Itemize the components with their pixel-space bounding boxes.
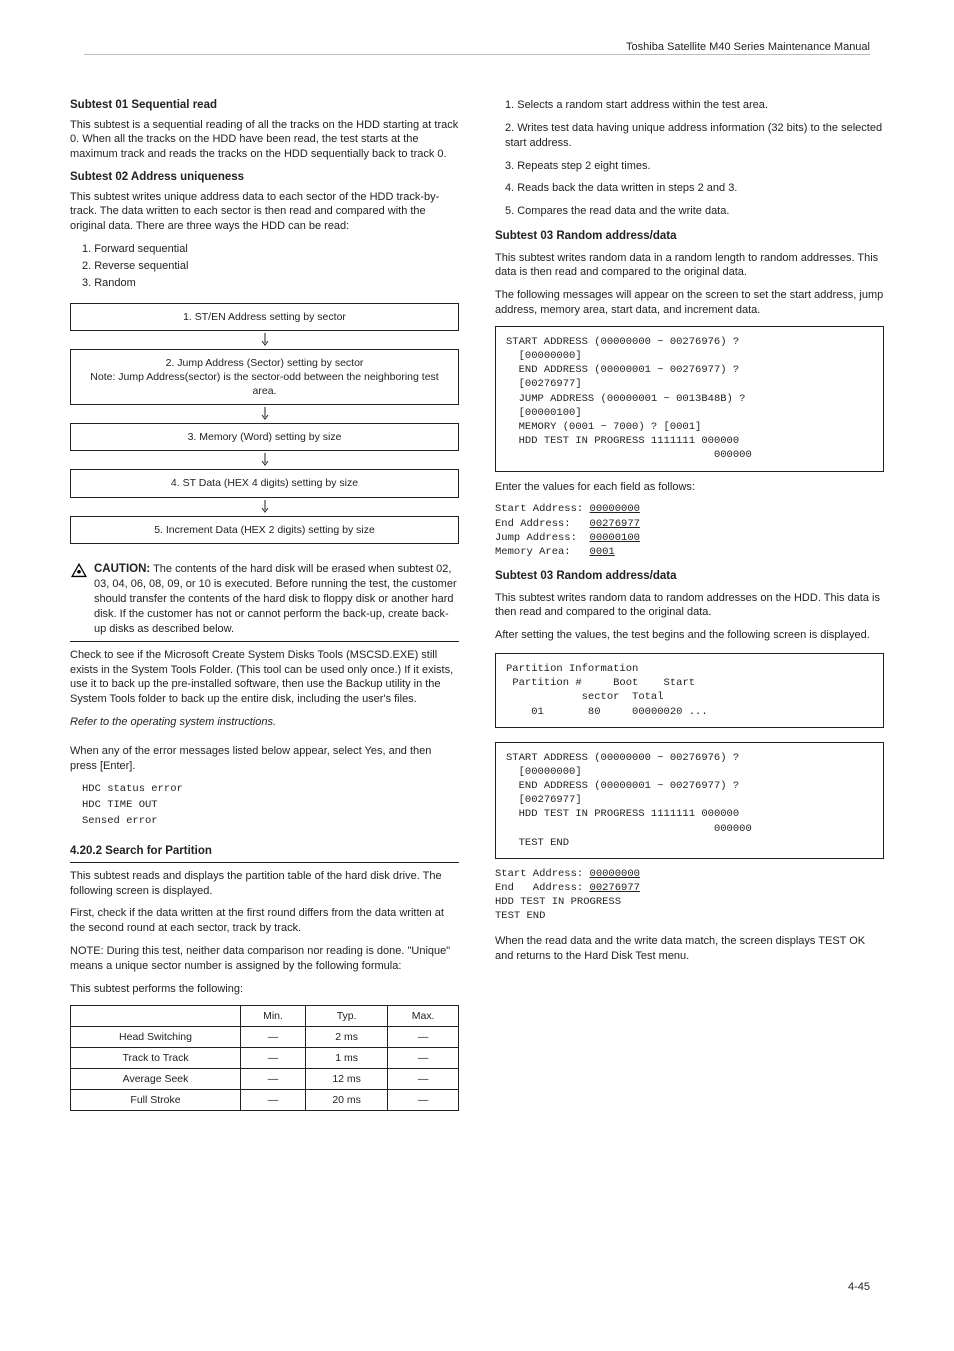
random-test-title: Subtest 03 Random address/data (495, 569, 884, 585)
flow-box-3: 3. Memory (Word) setting by size (70, 423, 459, 451)
table-header-row: Min. Typ. Max. (71, 1005, 459, 1026)
page-number: 4-45 (848, 1280, 870, 1295)
caution-label: CAUTION: (94, 563, 150, 575)
err-3: Sensed error (82, 814, 459, 828)
caution-row: CAUTION: The contents of the hard disk w… (70, 562, 459, 642)
cell: — (241, 1026, 306, 1047)
final-param-row: HDD TEST IN PROGRESS (495, 895, 884, 909)
header-doc-title: Toshiba Satellite M40 Series Maintenance… (626, 40, 870, 55)
table-row: Head Switching — 2 ms — (71, 1026, 459, 1047)
param-row: Jump Address: 00000100 (495, 531, 884, 545)
step-1: 1. Selects a random start address within… (505, 98, 884, 113)
err-2: HDC TIME OUT (82, 798, 459, 812)
addr-formula-intro: This subtest performs the following: (70, 982, 459, 997)
table-row: Average Seek — 12 ms — (71, 1069, 459, 1090)
cell: Track to Track (71, 1047, 241, 1068)
final-param-row: Start Address: 00000000 (495, 867, 884, 881)
flow-box-5: 5. Increment Data (HEX 2 digits) setting… (70, 516, 459, 544)
cell: — (388, 1047, 459, 1068)
cell: 12 ms (305, 1069, 387, 1090)
cell: 2 ms (305, 1026, 387, 1047)
step2-body: This subtest reads and displays the part… (70, 869, 459, 899)
cell: Average Seek (71, 1069, 241, 1090)
subtest03-body: This subtest writes random data in a ran… (495, 251, 884, 281)
col-blank (71, 1005, 241, 1026)
subtest02-title: Subtest 02 Address uniqueness (70, 170, 459, 186)
start-msg: When any of the error messages listed be… (70, 744, 459, 774)
err-1: HDC status error (82, 782, 459, 796)
caution-triangle-icon (70, 562, 88, 578)
col-min: Min. (241, 1005, 306, 1026)
flow-box-1: 1. ST/EN Address setting by sector (70, 303, 459, 331)
flow-box-2: 2. Jump Address (Sector) setting by sect… (70, 349, 459, 406)
screen-box-1: START ADDRESS (00000000 ~ 00276976) ? [0… (495, 326, 884, 472)
param-row: Start Address: 00000000 (495, 502, 884, 516)
table-row: Full Stroke — 20 ms — (71, 1090, 459, 1111)
page-root: Toshiba Satellite M40 Series Maintenance… (0, 0, 954, 1351)
screen-box-2: Partition Information Partition # Boot S… (495, 653, 884, 728)
step2-title: 4.20.2 Search for Partition (70, 844, 459, 863)
cell: 1 ms (305, 1047, 387, 1068)
cell: — (388, 1026, 459, 1047)
final-param-row: TEST END (495, 909, 884, 923)
subtest02-list-2: 2. Reverse sequential (82, 259, 459, 274)
after-screen3-intro: After setting the values, the test begin… (495, 628, 884, 643)
subtest02-list-3: 3. Random (82, 276, 459, 291)
subtest02-list-1: 1. Forward sequential (82, 242, 459, 257)
prompt1: The following messages will appear on th… (495, 288, 884, 318)
step-3: 3. Repeats step 2 eight times. (505, 159, 884, 174)
addr-uniq-intro: First, check if the data written at the … (70, 906, 459, 936)
flow-box-4: 4. ST Data (HEX 4 digits) setting by siz… (70, 469, 459, 497)
cell: Head Switching (71, 1026, 241, 1047)
subtest01-intro: This subtest is a sequential reading of … (70, 118, 459, 163)
arrow-icon (260, 453, 270, 467)
cell: — (241, 1090, 306, 1111)
backup-note: Check to see if the Microsoft Create Sys… (70, 648, 459, 707)
step-5: 5. Compares the read data and the write … (505, 204, 884, 219)
right-column: 1. Selects a random start address within… (495, 98, 884, 1121)
arrow-icon (260, 333, 270, 347)
random-test-body: This subtest writes random data to rando… (495, 591, 884, 621)
after-prompt1: Enter the values for each field as follo… (495, 480, 884, 495)
manual-ref: Refer to the operating system instructio… (70, 715, 459, 730)
cell: — (388, 1069, 459, 1090)
left-column: Subtest 01 Sequential read This subtest … (70, 98, 459, 1121)
col-typ: Typ. (305, 1005, 387, 1026)
cell: — (241, 1069, 306, 1090)
subtest01-title: Subtest 01 Sequential read (70, 98, 459, 114)
subtest02-body: This subtest writes unique address data … (70, 190, 459, 235)
step-2: 2. Writes test data having unique addres… (505, 121, 884, 151)
arrow-icon (260, 500, 270, 514)
param-row: Memory Area: 0001 (495, 545, 884, 559)
step-4: 4. Reads back the data written in steps … (505, 181, 884, 196)
subtest03-title: Subtest 03 Random address/data (495, 229, 884, 245)
screen-box-3: START ADDRESS (00000000 ~ 00276976) ? [0… (495, 742, 884, 859)
cell: Full Stroke (71, 1090, 241, 1111)
cell: 20 ms (305, 1090, 387, 1111)
arrow-icon (260, 407, 270, 421)
final-note: When the read data and the write data ma… (495, 934, 884, 964)
col-max: Max. (388, 1005, 459, 1026)
cell: — (388, 1090, 459, 1111)
addr-uniq-note: NOTE: During this test, neither data com… (70, 944, 459, 974)
final-param-row: End Address: 00276977 (495, 881, 884, 895)
table-row: Track to Track — 1 ms — (71, 1047, 459, 1068)
cell: — (241, 1047, 306, 1068)
param-row: End Address: 00276977 (495, 517, 884, 531)
two-column-layout: Subtest 01 Sequential read This subtest … (70, 98, 884, 1121)
seek-times-table: Min. Typ. Max. Head Switching — 2 ms — T… (70, 1005, 459, 1112)
